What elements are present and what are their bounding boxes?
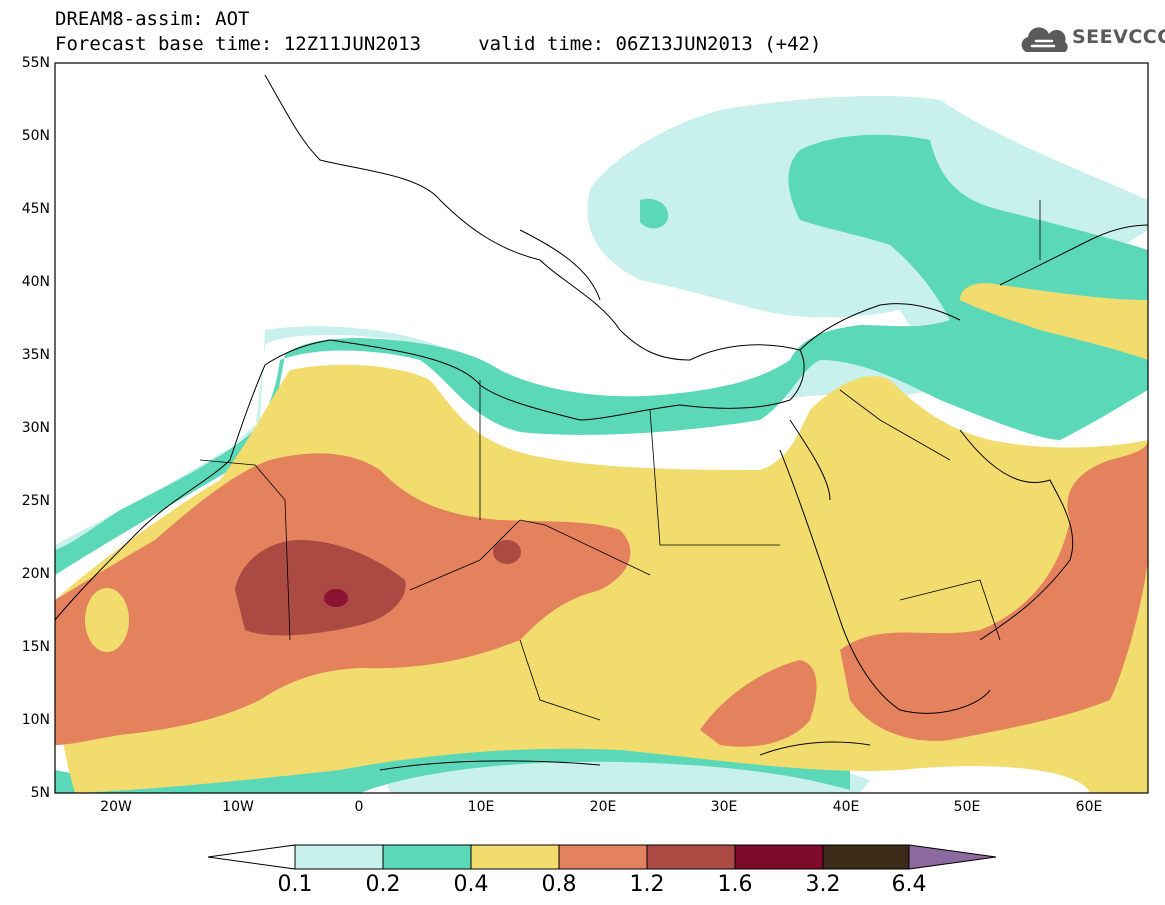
cloud-logo-icon xyxy=(1021,27,1068,52)
colorbar-swatch-5 xyxy=(646,844,736,870)
colorbar-label: 0.1 xyxy=(277,872,313,897)
lon-label: 60E xyxy=(1075,799,1103,815)
map-frame xyxy=(54,62,1149,794)
colorbar-swatch-7 xyxy=(822,844,910,870)
colorbar xyxy=(207,844,997,870)
colorbar-label: 0.4 xyxy=(453,872,489,897)
aot-gap-senegal xyxy=(85,588,129,652)
lat-label: 45N xyxy=(21,201,50,217)
colorbar-label: 0.8 xyxy=(541,872,577,897)
colorbar-label: 1.6 xyxy=(717,872,753,897)
colorbar-swatch-2 xyxy=(382,844,472,870)
lat-label: 50N xyxy=(21,128,50,144)
map-title: DREAM8-assim: AOT xyxy=(55,8,250,30)
colorbar-label: 6.4 xyxy=(891,872,927,897)
lon-label: 40E xyxy=(832,799,860,815)
colorbar-label: 1.2 xyxy=(629,872,665,897)
colorbar-label: 0.2 xyxy=(365,872,401,897)
lon-label: 0 xyxy=(354,799,364,815)
lat-label: 35N xyxy=(21,347,50,363)
colorbar-swatch-3 xyxy=(470,844,560,870)
lat-label: 25N xyxy=(21,493,50,509)
lat-label: 5N xyxy=(30,785,50,801)
coastlines xyxy=(55,74,1148,771)
lat-label: 15N xyxy=(21,639,50,655)
lon-label: 20E xyxy=(589,799,617,815)
lon-label: 20W xyxy=(100,799,132,815)
colorbar-label: 3.2 xyxy=(805,872,841,897)
aot-band-1.6 xyxy=(324,589,348,607)
lat-label: 30N xyxy=(21,420,50,436)
aot-band-1.2-chad xyxy=(493,540,521,564)
lat-label: 10N xyxy=(21,712,50,728)
aot-band-0.2 xyxy=(55,134,1148,575)
lon-label: 50E xyxy=(953,799,981,815)
aot-band-0.2-balkans xyxy=(640,198,669,229)
logo-text: SEEVCCC xyxy=(1072,26,1165,48)
lat-label: 55N xyxy=(21,55,50,71)
aot-band-0.8-arabia xyxy=(840,440,1148,741)
colorbar-below-arrow xyxy=(207,844,296,870)
colorbar-swatch-4 xyxy=(558,844,648,870)
colorbar-swatch-6 xyxy=(734,844,824,870)
lat-label: 40N xyxy=(21,274,50,290)
lon-label: 10E xyxy=(467,799,495,815)
lon-label: 30E xyxy=(710,799,738,815)
lon-label: 10W xyxy=(222,799,254,815)
country-borders xyxy=(199,200,1041,721)
aot-band-0.8-east-sudan xyxy=(700,660,817,747)
lat-label: 20N xyxy=(21,566,50,582)
colorbar-swatch-1 xyxy=(294,844,384,870)
colorbar-above-arrow xyxy=(908,844,997,870)
forecast-time-line: Forecast base time: 12Z11JUN2013 valid t… xyxy=(55,33,822,55)
aot-band-1.2 xyxy=(235,540,406,636)
aot-band-0.2-south xyxy=(55,745,850,793)
